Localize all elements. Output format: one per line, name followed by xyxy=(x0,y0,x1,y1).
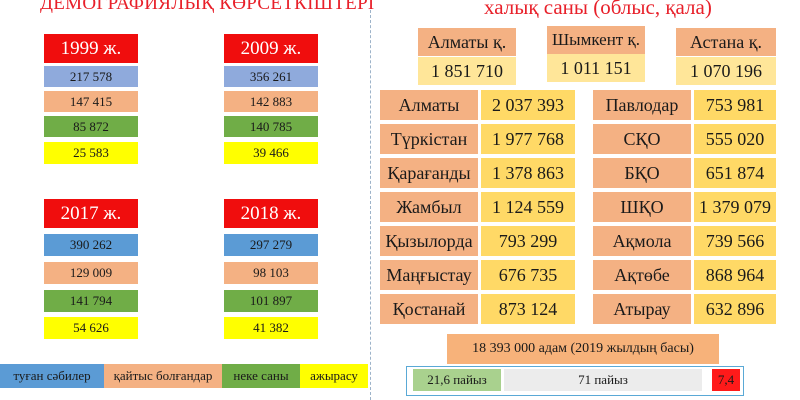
region-pavlodar-name: Павлодар xyxy=(593,90,691,120)
percentage-segment-3: 7,4 xyxy=(712,369,740,391)
divorces-2017: 54 626 xyxy=(44,317,138,339)
city-astana-name: Астана қ. xyxy=(676,28,776,56)
city-shymkent-value: 1 011 151 xyxy=(547,54,645,82)
deaths-1999: 147 415 xyxy=(44,91,138,112)
year-2017-badge: 2017 ж. xyxy=(44,199,138,228)
region-kyzylorda-value: 793 299 xyxy=(481,226,575,256)
births-2009: 356 261 xyxy=(224,66,318,87)
region-kyzylorda-name: Қызылорда xyxy=(380,226,478,256)
marriages-2018: 101 897 xyxy=(224,290,318,312)
region-sko-value: 555 020 xyxy=(694,124,776,154)
region-bko-value: 651 874 xyxy=(694,158,776,188)
region-turkistan-name: Түркістан xyxy=(380,124,478,154)
region-karaganda-value: 1 378 863 xyxy=(481,158,575,188)
legend-deaths: қайтыс болғандар xyxy=(104,364,222,388)
city-almaty-value: 1 851 710 xyxy=(418,57,516,85)
marriages-2009: 140 785 xyxy=(224,116,318,137)
percentage-segment-1: 21,6 пайыз xyxy=(413,369,501,391)
marriages-1999: 85 872 xyxy=(44,116,138,137)
region-turkistan-value: 1 977 768 xyxy=(481,124,575,154)
region-aktobe-value: 868 964 xyxy=(694,260,776,290)
region-mangystau-value: 676 735 xyxy=(481,260,575,290)
city-almaty-name: Алматы қ. xyxy=(418,28,516,56)
region-almaty-name: Алматы xyxy=(380,90,478,120)
region-mangystau-name: Маңғыстау xyxy=(380,260,478,290)
region-kostanay-value: 873 124 xyxy=(481,294,575,324)
region-sko-name: СҚО xyxy=(593,124,691,154)
population-title: халық саны (облыс, қала) xyxy=(484,0,712,19)
region-shko-value: 1 379 079 xyxy=(694,192,776,222)
region-atyrau-name: Атырау xyxy=(593,294,691,324)
region-akmola-name: Ақмола xyxy=(593,226,691,256)
region-almaty-value: 2 037 393 xyxy=(481,90,575,120)
demographics-title: ДЕМОГРАФИЯЛЫҚ КӨРСЕТКІШТЕРІ xyxy=(40,0,375,14)
region-zhambyl-name: Жамбыл xyxy=(380,192,478,222)
births-2017: 390 262 xyxy=(44,234,138,256)
section-divider xyxy=(370,10,371,400)
region-akmola-value: 739 566 xyxy=(694,226,776,256)
year-2018-badge: 2018 ж. xyxy=(224,199,318,228)
region-zhambyl-value: 1 124 559 xyxy=(481,192,575,222)
legend-divorces: ажырасу xyxy=(300,364,368,388)
region-pavlodar-value: 753 981 xyxy=(694,90,776,120)
legend-births: туған сәбилер xyxy=(0,364,104,388)
total-population: 18 393 000 адам (2019 жылдың басы) xyxy=(447,334,719,364)
region-shko-name: ШҚО xyxy=(593,192,691,222)
births-1999: 217 578 xyxy=(44,66,138,87)
divorces-2018: 41 382 xyxy=(224,317,318,339)
births-2018: 297 279 xyxy=(224,234,318,256)
percentage-bar xyxy=(406,366,744,396)
region-karaganda-name: Қарағанды xyxy=(380,158,478,188)
deaths-2009: 142 883 xyxy=(224,91,318,112)
legend-marriages: неке саны xyxy=(222,364,300,388)
year-1999-badge: 1999 ж. xyxy=(44,34,138,63)
region-bko-name: БҚО xyxy=(593,158,691,188)
divorces-1999: 25 583 xyxy=(44,142,138,164)
city-astana-value: 1 070 196 xyxy=(676,57,776,85)
percentage-segment-2: 71 пайыз xyxy=(504,369,702,391)
year-2009-badge: 2009 ж. xyxy=(224,34,318,63)
region-atyrau-value: 632 896 xyxy=(694,294,776,324)
marriages-2017: 141 794 xyxy=(44,290,138,312)
region-aktobe-name: Ақтөбе xyxy=(593,260,691,290)
divorces-2009: 39 466 xyxy=(224,142,318,164)
deaths-2017: 129 009 xyxy=(44,262,138,284)
city-shymkent-name: Шымкент қ. xyxy=(547,26,645,54)
deaths-2018: 98 103 xyxy=(224,262,318,284)
region-kostanay-name: Қостанай xyxy=(380,294,478,324)
